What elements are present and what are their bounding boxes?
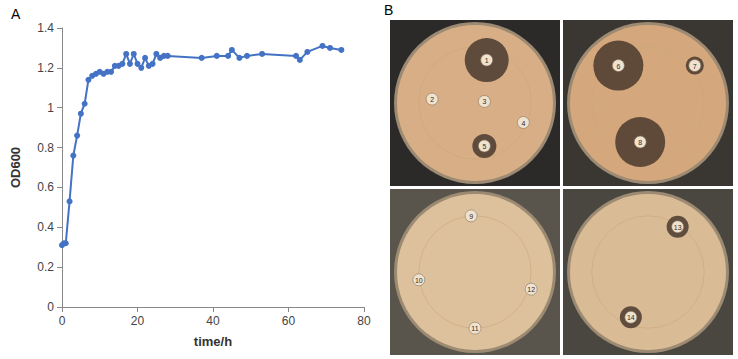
svg-text:1.2: 1.2 bbox=[37, 61, 54, 75]
svg-text:13: 13 bbox=[674, 224, 682, 231]
svg-text:9: 9 bbox=[469, 213, 473, 220]
svg-text:10: 10 bbox=[415, 277, 423, 284]
svg-text:2: 2 bbox=[430, 96, 434, 103]
svg-text:60: 60 bbox=[282, 314, 296, 328]
svg-text:0: 0 bbox=[47, 300, 54, 314]
svg-text:1.4: 1.4 bbox=[37, 21, 54, 35]
svg-text:40: 40 bbox=[206, 314, 220, 328]
svg-text:5: 5 bbox=[482, 143, 486, 150]
svg-text:8: 8 bbox=[638, 139, 642, 146]
svg-text:0: 0 bbox=[59, 314, 66, 328]
svg-text:12: 12 bbox=[527, 286, 535, 293]
svg-text:11: 11 bbox=[471, 325, 478, 332]
svg-text:time/h: time/h bbox=[194, 334, 232, 349]
svg-text:3: 3 bbox=[482, 98, 486, 105]
svg-text:0.8: 0.8 bbox=[37, 141, 54, 155]
svg-text:1: 1 bbox=[47, 101, 54, 115]
svg-text:7: 7 bbox=[693, 63, 697, 70]
svg-text:B: B bbox=[384, 2, 393, 18]
svg-text:80: 80 bbox=[357, 314, 371, 328]
svg-text:0.4: 0.4 bbox=[37, 220, 54, 234]
svg-text:0.6: 0.6 bbox=[37, 180, 54, 194]
svg-text:20: 20 bbox=[131, 314, 145, 328]
svg-text:OD600: OD600 bbox=[8, 147, 23, 188]
svg-text:14: 14 bbox=[627, 314, 635, 321]
svg-text:1: 1 bbox=[485, 57, 489, 64]
svg-text:A: A bbox=[11, 6, 21, 22]
svg-text:0.2: 0.2 bbox=[37, 260, 54, 274]
svg-text:6: 6 bbox=[616, 63, 620, 70]
svg-text:4: 4 bbox=[521, 120, 525, 127]
